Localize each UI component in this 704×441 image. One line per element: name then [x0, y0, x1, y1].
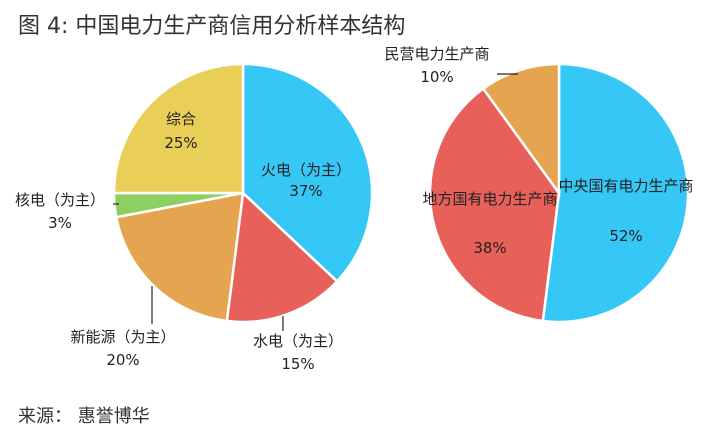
- pie-slice-2: [428, 86, 561, 323]
- slice-label: 火电（为主）: [261, 161, 351, 179]
- slice-label: 中央国有电力生产商: [558, 177, 693, 195]
- pie-chart-ownership-type: [428, 62, 690, 324]
- slice-value-label: 37%: [289, 182, 322, 200]
- source-note: 来源： 惠誉博华: [18, 406, 150, 427]
- slice-value-label: 52%: [609, 227, 642, 245]
- slice-label: 民营电力生产商: [384, 45, 489, 63]
- slice-label: 核电（为主）: [15, 191, 105, 209]
- leader-lines: [113, 73, 518, 331]
- slice-label: 水电（为主）: [253, 332, 343, 350]
- pie-labels: 火电（为主） 37% 水电（为主） 15% 新能源（为主） 20% 核电（为主）…: [15, 45, 694, 373]
- slice-value-label: 20%: [106, 351, 139, 369]
- slice-value-label: 10%: [420, 68, 453, 86]
- slice-label: 新能源（为主）: [70, 328, 175, 346]
- pie-slice-2: [225, 190, 339, 324]
- slice-label: 地方国有电力生产商: [422, 190, 557, 208]
- slice-value-label: 15%: [281, 355, 314, 373]
- pie-slice-3: [481, 62, 561, 197]
- slice-value-label: 3%: [48, 214, 72, 232]
- figure-title: 图 4: 中国电力生产商信用分析样本结构: [18, 14, 406, 39]
- pie-slice-5: [112, 62, 245, 195]
- pie-slice-1: [541, 62, 690, 324]
- pie-slice-3: [114, 191, 245, 323]
- pie-chart-generation-type: [112, 62, 374, 324]
- slice-value-label: 38%: [473, 239, 506, 257]
- slice-label: 综合: [166, 110, 196, 128]
- slice-value-label: 25%: [164, 134, 197, 152]
- pie-slice-1: [241, 62, 374, 284]
